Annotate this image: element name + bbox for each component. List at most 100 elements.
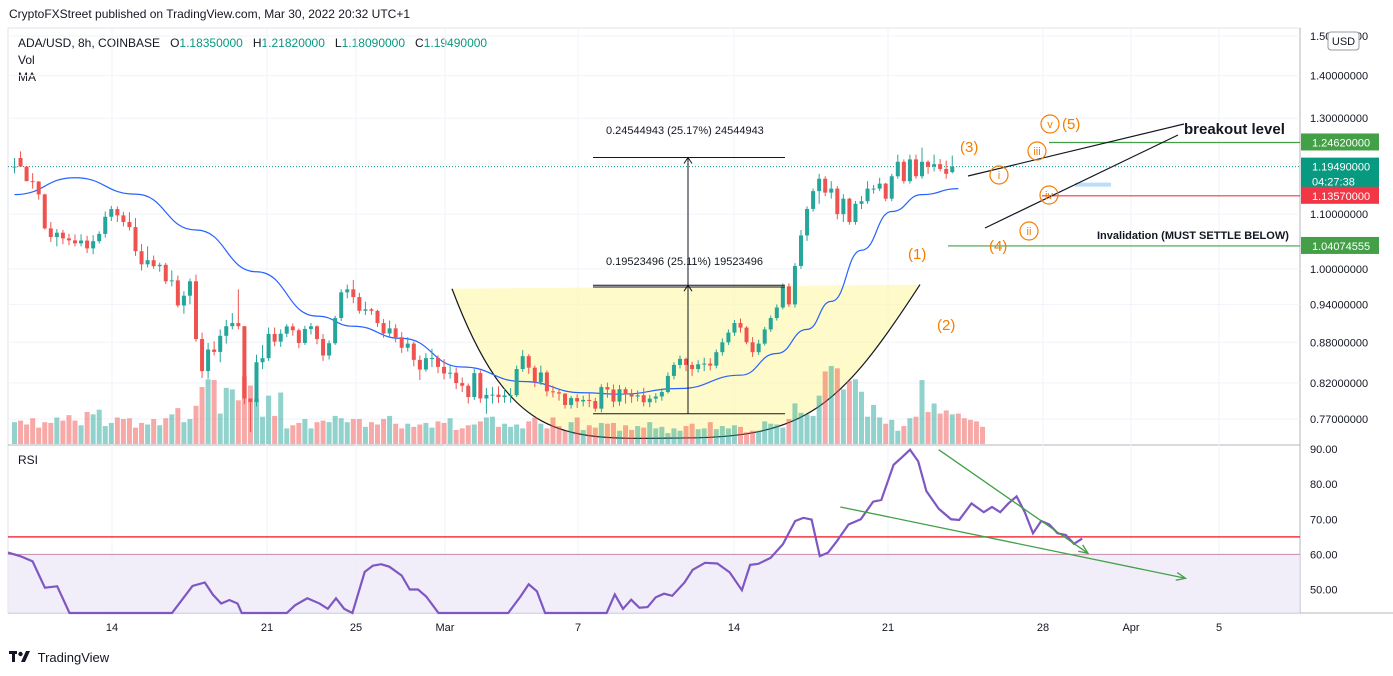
candle[interactable] [496,394,501,398]
candle[interactable] [635,395,640,397]
candle[interactable] [79,240,84,244]
candle[interactable] [230,323,235,327]
candle[interactable] [544,372,549,392]
candle[interactable] [97,233,102,242]
candle[interactable] [744,327,749,343]
candle[interactable] [502,395,507,398]
candle[interactable] [926,161,931,167]
candle[interactable] [369,309,374,311]
candle[interactable] [750,342,755,353]
candle[interactable] [792,266,797,305]
candle[interactable] [575,398,580,402]
candle[interactable] [429,357,434,359]
candle[interactable] [327,343,332,356]
candle[interactable] [780,286,785,308]
candle[interactable] [85,240,90,249]
candle[interactable] [641,395,646,403]
candle[interactable] [339,292,344,319]
candle[interactable] [206,349,211,372]
legend-volume[interactable]: Vol [18,53,35,67]
candle[interactable] [593,401,598,409]
candle[interactable] [187,281,192,296]
candle[interactable] [678,358,682,365]
candle[interactable] [127,221,132,228]
footer-brand[interactable]: TradingView [9,650,109,667]
candle[interactable] [121,215,126,222]
candle[interactable] [841,198,846,215]
candle[interactable] [907,159,912,182]
candle[interactable] [345,289,350,293]
candle[interactable] [786,286,791,305]
candle[interactable] [169,280,174,282]
candle[interactable] [290,326,295,331]
candle[interactable] [436,357,440,367]
candle[interactable] [823,178,828,193]
candle[interactable] [423,358,428,370]
candle[interactable] [272,333,277,342]
candle[interactable] [865,188,870,202]
candle[interactable] [375,310,380,324]
candle[interactable] [478,373,483,399]
candle[interactable] [30,181,35,183]
candle[interactable] [563,393,568,405]
candle[interactable] [448,372,453,374]
candle[interactable] [48,228,53,238]
candle[interactable] [538,372,543,383]
candle[interactable] [708,363,713,366]
candle[interactable] [587,399,592,402]
candle[interactable] [36,181,41,195]
candle[interactable] [308,326,313,329]
candle[interactable] [399,337,404,348]
candle[interactable] [139,251,144,265]
candle[interactable] [381,323,386,334]
candle[interactable] [321,339,326,356]
candle[interactable] [944,168,949,174]
candle[interactable] [60,232,65,239]
candle[interactable] [690,364,695,370]
candle[interactable] [671,364,676,376]
candle[interactable] [296,330,301,343]
candle[interactable] [696,364,701,370]
candle[interactable] [194,281,198,340]
candle[interactable] [938,164,943,169]
candle[interactable] [520,356,525,370]
candle[interactable] [617,389,622,402]
candle[interactable] [163,264,168,282]
currency-button[interactable]: USD [1327,31,1360,51]
candle[interactable] [24,166,29,182]
candle[interactable] [599,387,604,409]
candle[interactable] [18,157,23,167]
candle[interactable] [254,362,259,403]
candle[interactable] [351,289,356,298]
candle[interactable] [835,188,840,215]
candle[interactable] [411,343,416,360]
candle[interactable] [66,238,71,241]
candle[interactable] [393,328,398,338]
candle[interactable] [460,383,465,386]
candle[interactable] [115,209,120,216]
candle[interactable] [466,385,471,398]
candle[interactable] [12,166,17,168]
candle[interactable] [665,375,670,393]
candle[interactable] [181,295,186,306]
candle[interactable] [333,318,338,344]
candle[interactable] [811,191,816,209]
legend-ma[interactable]: MA [18,70,36,84]
candle[interactable] [212,349,217,352]
candle[interactable] [569,398,574,405]
candle[interactable] [200,339,205,372]
candle[interactable] [883,183,888,199]
candle[interactable] [133,227,138,252]
candle[interactable] [315,326,319,340]
candle[interactable] [387,328,392,334]
candle[interactable] [629,394,634,397]
candle[interactable] [417,359,422,370]
candle[interactable] [684,358,689,365]
candle[interactable] [659,392,664,397]
candle[interactable] [932,164,937,167]
candle[interactable] [260,358,265,363]
candle[interactable] [817,178,822,192]
candle[interactable] [405,343,410,348]
candle[interactable] [278,333,283,342]
candle[interactable] [653,396,658,399]
